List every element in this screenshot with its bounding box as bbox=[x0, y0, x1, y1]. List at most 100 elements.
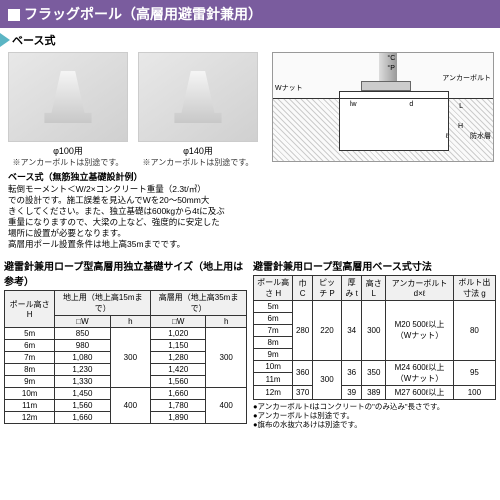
th: アンカーボルト d×ℓ bbox=[386, 275, 454, 300]
cell: M27 600ℓ以上 bbox=[386, 385, 454, 399]
cell: 280 bbox=[293, 300, 313, 360]
dimension-diagram: Wナット アンカーボルト 防水層 °C °P lw d L H ℓ bbox=[272, 52, 494, 162]
cell: 5m bbox=[5, 327, 55, 339]
cell: 1,780 bbox=[151, 399, 206, 411]
th: ボルト出寸法 g bbox=[453, 275, 495, 300]
note-140: ※アンカーボルトは別途です。 bbox=[138, 157, 258, 168]
cell: 5m bbox=[254, 300, 293, 312]
note-100: ※アンカーボルトは別途です。 bbox=[8, 157, 128, 168]
cell: 12m bbox=[254, 385, 293, 399]
cell: 1,280 bbox=[151, 351, 206, 363]
table-row: ポール高さ H 地上用（地上高15mまで） 高層用（地上高35mまで） bbox=[5, 290, 247, 315]
subheader-label: ベース式 bbox=[12, 32, 55, 48]
lbl-c: °C bbox=[387, 55, 395, 62]
cell: 100 bbox=[453, 385, 495, 399]
th-gw: □W bbox=[55, 315, 110, 327]
cell: 400 bbox=[110, 387, 151, 423]
cell: 300 bbox=[362, 300, 386, 360]
table2-title: 避雷針兼用ロープ型高層用ベース式寸法 bbox=[253, 258, 496, 273]
cell: 350 bbox=[362, 360, 386, 385]
cell: 1,560 bbox=[55, 399, 110, 411]
lbl-L: L bbox=[459, 103, 463, 110]
cell: M20 500ℓ以上（Wナット） bbox=[386, 300, 454, 360]
cell: 9m bbox=[5, 375, 55, 387]
diagram-base bbox=[361, 81, 411, 91]
header-title: フラッグポール（高層用避雷針兼用） bbox=[24, 6, 262, 22]
cell: 10m bbox=[5, 387, 55, 399]
th-h: ポール高さ H bbox=[5, 290, 55, 327]
th-high: 高層用（地上高35mまで） bbox=[151, 290, 247, 315]
desc-line1: 転倒モーメント＜W/2×コンクリート重量（2.3t/㎥） bbox=[8, 184, 492, 195]
image-left: φ100用 ※アンカーボルトは別途です。 bbox=[8, 52, 128, 168]
note2: ●アンカーボルトは別途です。 bbox=[253, 411, 496, 420]
th: 厚み t bbox=[341, 275, 362, 300]
foundation-table: ポール高さ H 地上用（地上高15mまで） 高層用（地上高35mまで） □W h… bbox=[4, 290, 247, 424]
cell: 300 bbox=[206, 327, 247, 387]
desc-line4: 重量になりますので、大梁の上など、強度的に安定した bbox=[8, 217, 492, 228]
table-row: 10m1,4504001,660400 bbox=[5, 387, 247, 399]
tables-row: 避雷針兼用ロープ型高層用独立基礎サイズ（地上用は参考） ポール高さ H 地上用（… bbox=[0, 254, 500, 429]
note1: ●アンカーボルトℓはコンクリートの"のみ込み"長さです。 bbox=[253, 402, 496, 411]
cell: 1,080 bbox=[55, 351, 110, 363]
page-header: フラッグポール（高層用避雷針兼用） bbox=[0, 0, 500, 28]
cell: 1,020 bbox=[151, 327, 206, 339]
table-row: 12m370 39389M27 600ℓ以上100 bbox=[254, 385, 496, 399]
diagram-foundation bbox=[339, 91, 449, 151]
table1-col: 避雷針兼用ロープ型高層用独立基礎サイズ（地上用は参考） ポール高さ H 地上用（… bbox=[4, 254, 247, 429]
cell: 370 bbox=[293, 385, 313, 399]
th-gh: h bbox=[110, 315, 151, 327]
lbl-anchor: アンカーボルト bbox=[442, 73, 491, 83]
subheader: ベース式 bbox=[0, 32, 500, 48]
cell: 1,560 bbox=[151, 375, 206, 387]
table-row: 10m36030036350M24 600ℓ以上（Wナット）95 bbox=[254, 360, 496, 373]
cell: 1,450 bbox=[55, 387, 110, 399]
cell: 7m bbox=[254, 324, 293, 336]
cell: 39 bbox=[341, 385, 362, 399]
base-dimension-table: ポール高さ H 巾 C ピッチ P 厚み t 高さ L アンカーボルト d×ℓ … bbox=[253, 275, 496, 400]
note3: ●旗布の水抜穴あけは別途です。 bbox=[253, 420, 496, 429]
product-photo-100 bbox=[8, 52, 128, 142]
table2-col: 避雷針兼用ロープ型高層用ベース式寸法 ポール高さ H 巾 C ピッチ P 厚み … bbox=[253, 254, 496, 429]
cell: M24 600ℓ以上（Wナット） bbox=[386, 360, 454, 385]
cell: 389 bbox=[362, 385, 386, 399]
cell: 6m bbox=[5, 339, 55, 351]
th: 高さ L bbox=[362, 275, 386, 300]
cell: 1,660 bbox=[55, 411, 110, 423]
cell: 8m bbox=[5, 363, 55, 375]
lbl-waterproof: 防水層 bbox=[470, 131, 491, 141]
product-images: φ100用 ※アンカーボルトは別途です。 φ140用 ※アンカーボルトは別途です… bbox=[0, 52, 266, 168]
caption-100: φ100用 bbox=[8, 144, 128, 157]
cell: 12m bbox=[5, 411, 55, 423]
desc-line5: 場所に設置が必要となります。 bbox=[8, 228, 492, 239]
cell: 11m bbox=[254, 373, 293, 386]
cell: 1,330 bbox=[55, 375, 110, 387]
cell: 80 bbox=[453, 300, 495, 360]
cell: 400 bbox=[206, 387, 247, 423]
desc-line2: での設計です。施工誤差を見込んでWを20〜50mm大 bbox=[8, 195, 492, 206]
desc-title: ベース式（無筋独立基礎設計例） bbox=[8, 172, 492, 184]
image-right: φ140用 ※アンカーボルトは別途です。 bbox=[138, 52, 258, 168]
description-box: ベース式（無筋独立基礎設計例） 転倒モーメント＜W/2×コンクリート重量（2.3… bbox=[8, 172, 492, 250]
th-hw: □W bbox=[151, 315, 206, 327]
cell: 36 bbox=[341, 360, 362, 385]
cell: 1,420 bbox=[151, 363, 206, 375]
lbl-wnut: Wナット bbox=[275, 83, 303, 93]
cell: 220 bbox=[313, 300, 342, 360]
cell: 360 bbox=[293, 360, 313, 385]
cell: 1,890 bbox=[151, 411, 206, 423]
cell: 6m bbox=[254, 312, 293, 324]
cell: 300 bbox=[110, 327, 151, 387]
cell: 10m bbox=[254, 360, 293, 373]
cell: 8m bbox=[254, 336, 293, 348]
lbl-d: d bbox=[409, 101, 413, 108]
table-row: 5m28022034300M20 500ℓ以上（Wナット）80 bbox=[254, 300, 496, 312]
cell: 300 bbox=[313, 360, 342, 399]
cell: 9m bbox=[254, 348, 293, 360]
cell: 95 bbox=[453, 360, 495, 385]
cell: 1,230 bbox=[55, 363, 110, 375]
lbl-l: ℓ bbox=[446, 133, 448, 140]
th: ポール高さ H bbox=[254, 275, 293, 300]
diagram-ground-line bbox=[273, 98, 493, 99]
lbl-w: lw bbox=[350, 101, 357, 108]
table-row: ポール高さ H 巾 C ピッチ P 厚み t 高さ L アンカーボルト d×ℓ … bbox=[254, 275, 496, 300]
